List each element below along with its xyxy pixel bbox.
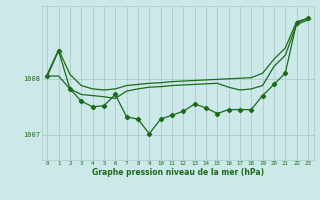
X-axis label: Graphe pression niveau de la mer (hPa): Graphe pression niveau de la mer (hPa) — [92, 168, 264, 177]
